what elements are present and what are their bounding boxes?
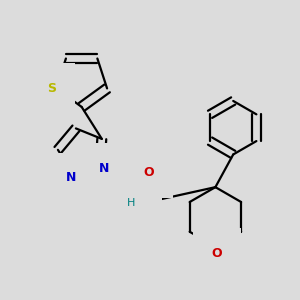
Text: N: N xyxy=(133,189,143,202)
Text: S: S xyxy=(47,82,56,95)
Text: H: H xyxy=(127,198,136,208)
Text: O: O xyxy=(212,247,222,260)
Text: N: N xyxy=(99,162,110,175)
Text: N: N xyxy=(66,172,76,184)
Text: O: O xyxy=(143,166,154,179)
